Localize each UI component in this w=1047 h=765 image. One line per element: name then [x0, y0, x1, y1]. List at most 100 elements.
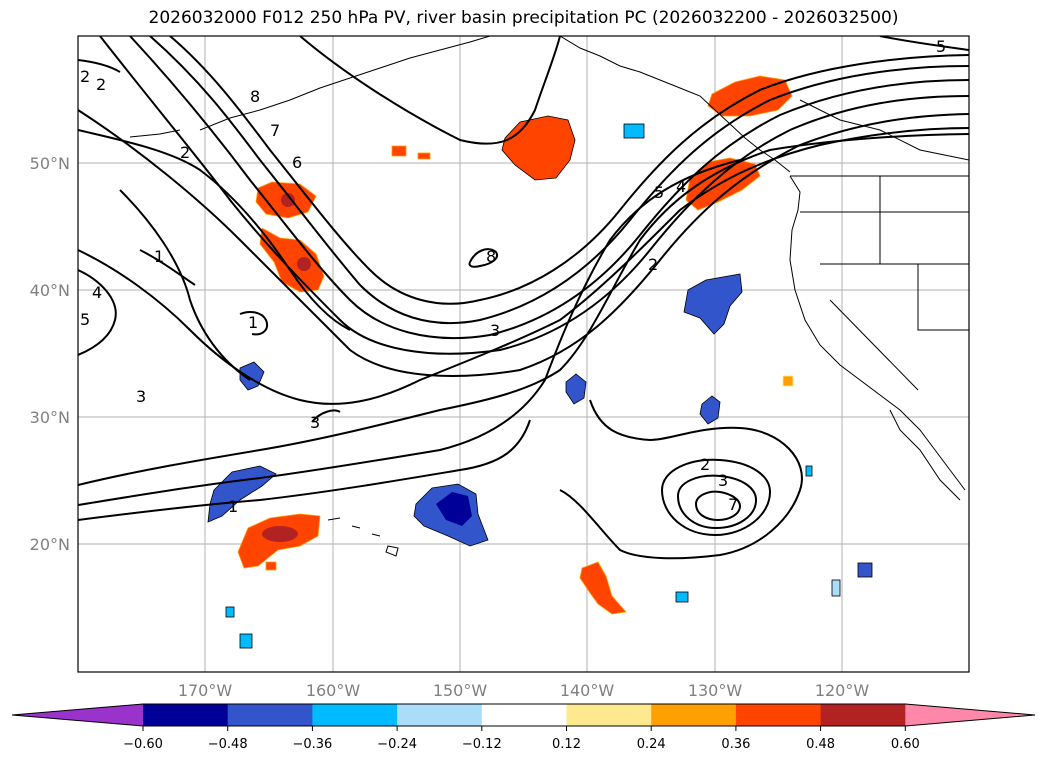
precip-blob-south-central: [579, 561, 627, 615]
coastline-alaska: [199, 36, 491, 131]
colorbar-segment: [397, 704, 483, 726]
precip-core-central-north: [281, 193, 295, 207]
pv-label-3-west: 3: [136, 387, 146, 406]
precip-speck-6: [857, 562, 873, 578]
colorbar-segment: [143, 704, 229, 726]
state-borders: [800, 176, 969, 391]
pv-label-3: 3: [490, 321, 500, 340]
precip-speck-8: [225, 606, 235, 618]
canada-north: [799, 99, 969, 161]
pv-label-1: 1: [228, 497, 238, 516]
latitude-labels: 50°N 40°N 30°N 20°N: [30, 154, 70, 554]
colorbar-segment: [227, 704, 313, 726]
lon-label-130w: 130°W: [688, 681, 743, 700]
colorbar-extend-low: [12, 704, 143, 726]
colorbar-segment: [312, 704, 398, 726]
lon-label-140w: 140°W: [560, 681, 615, 700]
precip-blob-central-mid: [259, 227, 325, 293]
pv-label-2-ring: 2: [700, 455, 710, 474]
pv-label-3-ring: 3: [718, 471, 728, 490]
precip-speck-4: [782, 375, 794, 387]
pv-contour-northeast: [879, 36, 969, 51]
pv-contour-northwest: [78, 59, 121, 73]
pv-label-1-west: 1: [154, 247, 164, 266]
lon-label-120w: 120°W: [815, 681, 870, 700]
colorbar-tick-label: 0.48: [806, 737, 835, 752]
pv-label-2-west: 2: [180, 143, 190, 162]
hawaii-islands: [327, 517, 399, 557]
pv-contour-7: [149, 36, 969, 324]
precip-speck-11: [805, 465, 813, 477]
pv-contour-1-west: [139, 249, 196, 286]
colorbar-segment: [481, 704, 567, 726]
precip-speck-7: [239, 633, 253, 649]
precip-blob-mid-35n: [565, 373, 587, 405]
pv-contour-west-edge: [78, 269, 117, 356]
pv-label-5-west: 5: [80, 310, 90, 329]
pv-label-8: 8: [250, 87, 260, 106]
precip-blob-west-25n: [207, 465, 277, 523]
pv-contours: [78, 36, 969, 560]
colorbar: −0.60 −0.48 −0.36 −0.24 −0.12 0.12 0.24 0.36 0.4…: [11, 703, 1036, 752]
precip-speck-10: [831, 579, 841, 597]
colorbar-tick-label: −0.60: [123, 737, 163, 752]
pv-ring-3: [676, 474, 758, 530]
precip-speck-3: [265, 561, 277, 571]
pv-contour-6: [129, 36, 969, 340]
pv-label-2-corner: 2: [80, 67, 90, 86]
map-frame: [77, 35, 970, 673]
colorbar-tick-label: −0.36: [292, 737, 332, 752]
precip-speck-1: [391, 145, 407, 157]
precip-core-hawaii-west: [262, 526, 298, 542]
pv-contour-1-south: [78, 159, 741, 506]
precip-speck-5: [623, 123, 645, 139]
pv-label-1-small: 1: [248, 313, 258, 332]
lat-label-50n: 50°N: [30, 154, 70, 173]
pv-label-3-small: 3: [310, 413, 320, 432]
colorbar-tick-label: −0.12: [462, 737, 502, 752]
colorbar-tick-label: 0.36: [721, 737, 750, 752]
pv-label-2-nw: 2: [96, 75, 106, 94]
precip-speck-9: [675, 591, 689, 603]
lon-label-160w: 160°W: [306, 681, 361, 700]
pv-contour-2-south: [78, 133, 969, 486]
precip-core-central-mid: [297, 257, 311, 271]
lat-label-30n: 30°N: [30, 408, 70, 427]
pv-ring-4: [694, 490, 742, 522]
colorbar-segment: [651, 704, 737, 726]
precip-blob-west-40n: [683, 273, 743, 335]
pv-label-5: 5: [654, 183, 664, 202]
colorbar-tick-label: −0.48: [208, 737, 248, 752]
pv-label-5-ne: 5: [936, 37, 946, 56]
pv-label-7-ring: 7: [728, 495, 738, 514]
colorbar-extend-high: [905, 704, 1035, 726]
colorbar-tick-label: 0.60: [891, 737, 920, 752]
precip-core-hawaii-northeast: [436, 492, 472, 526]
lat-label-20n: 20°N: [30, 535, 70, 554]
pv-contour-aleutian: [299, 36, 561, 145]
precip-blob-mid-30n: [699, 395, 721, 425]
colorbar-tick-label: 0.24: [637, 737, 666, 752]
longitude-labels: 170°W 160°W 150°W 140°W 130°W 120°W: [178, 681, 870, 700]
pv-contour-small-2: [311, 409, 341, 423]
pv-ring-2: [660, 458, 772, 537]
pv-contour-2-inner: [78, 419, 531, 521]
pv-contour-3: [78, 127, 969, 405]
pv-contour-3-west: [119, 189, 251, 381]
pv-contour-small-3: [468, 248, 498, 268]
colorbar-tick-label: −0.24: [377, 737, 417, 752]
lat-label-40n: 40°N: [30, 281, 70, 300]
colorbar-segment: [820, 704, 906, 726]
colorbar-ticks: −0.60 −0.48 −0.36 −0.24 −0.12 0.12 0.24 0.36 0.4…: [123, 726, 920, 752]
pv-contour-2-west: [78, 129, 351, 331]
precip-speck-2: [417, 152, 431, 160]
pv-contour-small-1: [239, 311, 268, 336]
baja-california: [889, 409, 961, 501]
coastline-alaska-islands: [129, 129, 181, 138]
pv-contour-labels: 8 7 6 5 4 3 2 1 2 3 2 3 5 4 3 1 2 7 1 2 …: [80, 37, 946, 516]
pv-label-2: 2: [648, 255, 658, 274]
pv-contour-low-south: [559, 399, 803, 560]
colorbar-segment: [566, 704, 652, 726]
lon-label-150w: 150°W: [433, 681, 488, 700]
